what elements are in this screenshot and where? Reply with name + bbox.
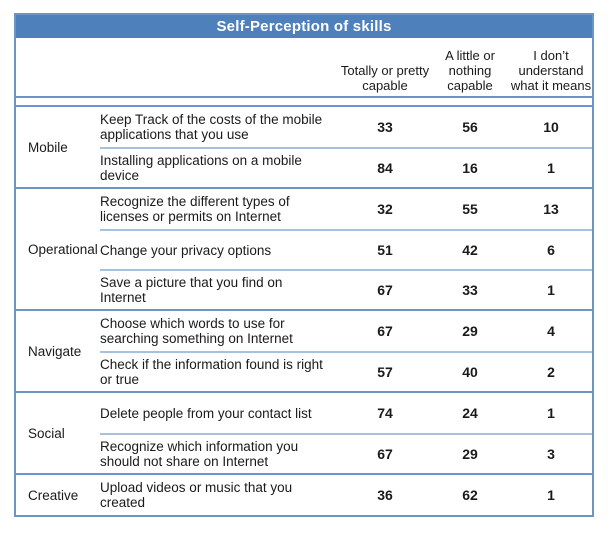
skill-cell: Keep Track of the costs of the mobile ap… <box>100 112 323 142</box>
skill-cell: Recognize which information you should n… <box>100 439 299 469</box>
group-operational: Operational Recognize the different type… <box>16 187 592 309</box>
skill-cell: Check if the information found is right … <box>100 357 323 387</box>
table-header-row: Totally or pretty capable A little or no… <box>16 38 592 98</box>
table-row: Recognize which information you should n… <box>100 433 592 473</box>
table-row: Recognize the different types of license… <box>100 189 592 229</box>
value-cell: 1 <box>547 487 555 503</box>
skill-cell: Choose which words to use for searching … <box>100 316 293 346</box>
value-cell: 67 <box>377 282 393 298</box>
value-cell: 33 <box>377 119 393 135</box>
skill-cell: Upload videos or music that you created <box>100 480 293 510</box>
self-perception-table: Self-Perception of skills Totally or pre… <box>14 13 594 517</box>
group-rows: Delete people from your contact list 74 … <box>100 393 592 473</box>
column-header-dont-understand: I don’t understand what it means <box>510 48 592 93</box>
group-navigate: Navigate Choose which words to use for s… <box>16 309 592 391</box>
group-label-social: Social <box>28 425 65 441</box>
value-cell: 55 <box>462 201 478 217</box>
group-label-operational: Operational <box>28 241 98 257</box>
group-social: Social Delete people from your contact l… <box>16 391 592 473</box>
column-header-little-nothing: A little or nothing capable <box>445 48 495 93</box>
skill-cell: Save a picture that you find on Internet <box>100 275 283 305</box>
table-row: Delete people from your contact list 74 … <box>100 393 592 433</box>
group-rows: Keep Track of the costs of the mobile ap… <box>100 107 592 187</box>
value-cell: 56 <box>462 119 478 135</box>
value-cell: 1 <box>547 160 555 176</box>
value-cell: 40 <box>462 364 478 380</box>
group-rows: Choose which words to use for searching … <box>100 311 592 391</box>
value-cell: 62 <box>462 487 478 503</box>
value-cell: 10 <box>543 119 559 135</box>
value-cell: 1 <box>547 405 555 421</box>
table-row: Upload videos or music that you created … <box>100 475 592 515</box>
skill-cell: Installing applications on a mobile devi… <box>100 153 302 183</box>
group-label-creative: Creative <box>28 487 79 503</box>
group-mobile: Mobile Keep Track of the costs of the mo… <box>16 105 592 187</box>
value-cell: 74 <box>377 405 393 421</box>
value-cell: 1 <box>547 282 555 298</box>
value-cell: 29 <box>462 446 478 462</box>
skill-cell: Change your privacy options <box>100 242 272 258</box>
value-cell: 67 <box>377 323 393 339</box>
value-cell: 33 <box>462 282 478 298</box>
group-rows: Upload videos or music that you created … <box>100 475 592 515</box>
value-cell: 36 <box>377 487 393 503</box>
table-row: Check if the information found is right … <box>100 351 592 391</box>
value-cell: 24 <box>462 405 478 421</box>
group-rows: Recognize the different types of license… <box>100 189 592 309</box>
value-cell: 13 <box>543 201 559 217</box>
value-cell: 4 <box>547 323 555 339</box>
value-cell: 51 <box>377 242 393 258</box>
table-row: Choose which words to use for searching … <box>100 311 592 351</box>
value-cell: 2 <box>547 364 555 380</box>
table-row: Installing applications on a mobile devi… <box>100 147 592 187</box>
column-header-totally-capable: Totally or pretty capable <box>340 63 430 93</box>
group-label-mobile: Mobile <box>28 139 68 155</box>
skill-cell: Delete people from your contact list <box>100 405 312 421</box>
table-row: Keep Track of the costs of the mobile ap… <box>100 107 592 147</box>
value-cell: 6 <box>547 242 555 258</box>
value-cell: 42 <box>462 242 478 258</box>
value-cell: 67 <box>377 446 393 462</box>
value-cell: 57 <box>377 364 393 380</box>
value-cell: 32 <box>377 201 393 217</box>
value-cell: 3 <box>547 446 555 462</box>
table-row: Change your privacy options 51 42 6 <box>100 229 592 269</box>
skill-cell: Recognize the different types of license… <box>100 194 290 224</box>
value-cell: 16 <box>462 160 478 176</box>
group-creative: Creative Upload videos or music that you… <box>16 473 592 515</box>
value-cell: 29 <box>462 323 478 339</box>
table-title: Self-Perception of skills <box>16 15 592 38</box>
header-cell-empty <box>16 93 340 96</box>
value-cell: 84 <box>377 160 393 176</box>
group-label-navigate: Navigate <box>28 343 82 359</box>
header-body-gap <box>16 98 592 105</box>
table-row: Save a picture that you find on Internet… <box>100 269 592 309</box>
